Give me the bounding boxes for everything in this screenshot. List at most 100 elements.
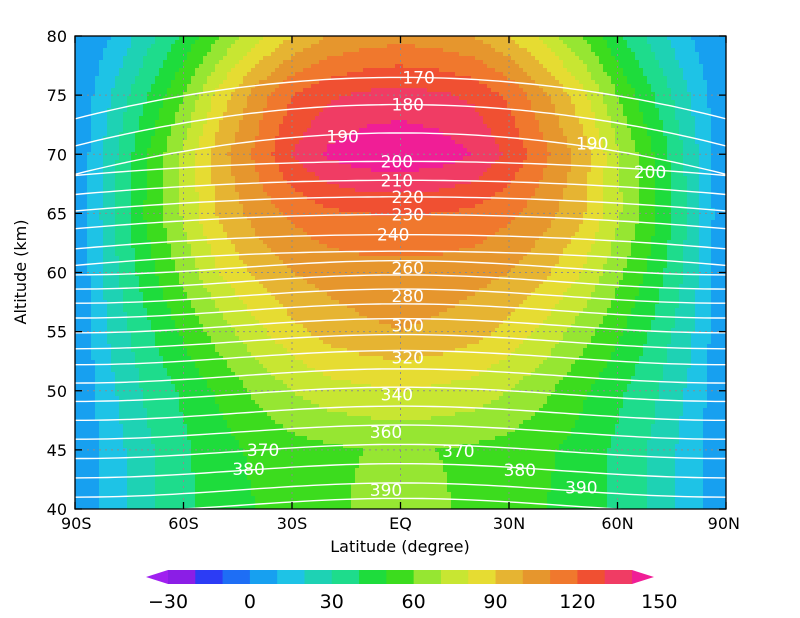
field-cell — [219, 136, 224, 141]
field-cell — [443, 96, 448, 101]
field-cell — [551, 52, 556, 57]
field-cell — [567, 44, 572, 49]
field-cell — [227, 124, 232, 129]
field-cell — [411, 72, 416, 77]
field-cell — [95, 108, 100, 113]
field-cell — [323, 72, 328, 77]
field-cell — [435, 56, 440, 61]
field-cell — [203, 104, 208, 109]
field-cell — [487, 72, 492, 77]
field-cell — [499, 100, 504, 105]
field-cell — [555, 44, 560, 49]
field-cell — [687, 44, 692, 49]
field-cell — [299, 132, 304, 137]
field-cell — [123, 128, 128, 133]
field-cell — [219, 60, 224, 65]
field-cell — [551, 76, 556, 81]
field-cell — [155, 52, 160, 57]
field-cell — [471, 36, 476, 41]
field-cell — [447, 112, 452, 117]
field-cell — [479, 136, 484, 141]
field-cell — [207, 92, 212, 97]
field-cell — [307, 84, 312, 89]
field-cell — [615, 60, 620, 65]
field-cell — [467, 56, 472, 61]
field-cell — [643, 92, 648, 97]
field-cell — [447, 72, 452, 77]
field-cell — [423, 64, 428, 69]
field-cell — [203, 100, 208, 105]
field-cell — [335, 116, 340, 121]
field-cell — [291, 48, 296, 53]
field-cell — [719, 52, 724, 57]
field-cell — [311, 136, 316, 141]
field-cell — [139, 132, 144, 137]
field-cell — [595, 108, 600, 113]
field-cell — [571, 124, 576, 129]
field-cell — [579, 92, 584, 97]
field-cell — [719, 44, 724, 49]
field-cell — [279, 152, 284, 157]
field-cell — [511, 104, 516, 109]
field-cell — [439, 100, 444, 105]
field-cell — [187, 140, 192, 145]
field-cell — [387, 152, 392, 157]
field-cell — [315, 100, 320, 105]
field-cell — [607, 76, 612, 81]
field-cell — [179, 156, 184, 161]
field-cell — [575, 120, 580, 125]
field-cell — [379, 132, 384, 137]
field-cell — [495, 124, 500, 129]
field-cell — [539, 48, 544, 53]
field-cell — [659, 148, 664, 153]
field-cell — [319, 64, 324, 69]
field-cell — [295, 116, 300, 121]
field-cell — [631, 40, 636, 45]
field-cell — [667, 96, 672, 101]
field-cell — [263, 124, 268, 129]
field-cell — [203, 84, 208, 89]
field-cell — [171, 76, 176, 81]
field-cell — [535, 112, 540, 117]
field-cell — [263, 48, 268, 53]
field-cell — [263, 84, 268, 89]
field-cell — [427, 112, 432, 117]
field-cell — [399, 144, 404, 149]
field-cell — [363, 112, 368, 117]
field-cell — [659, 44, 664, 49]
field-cell — [503, 128, 508, 133]
field-cell — [263, 36, 268, 41]
field-cell — [423, 144, 428, 149]
field-cell — [303, 80, 308, 85]
field-cell — [111, 128, 116, 133]
field-cell — [679, 136, 684, 141]
field-cell — [403, 92, 408, 97]
field-cell — [563, 104, 568, 109]
field-cell — [327, 92, 332, 97]
field-cell — [531, 144, 536, 149]
field-cell — [671, 52, 676, 57]
field-cell — [299, 116, 304, 121]
field-cell — [223, 104, 228, 109]
field-cell — [379, 120, 384, 125]
field-cell — [219, 64, 224, 69]
field-cell — [443, 80, 448, 85]
field-cell — [227, 92, 232, 97]
field-cell — [163, 72, 168, 77]
field-cell — [115, 80, 120, 85]
field-cell — [87, 36, 92, 41]
field-cell — [583, 148, 588, 153]
field-cell — [79, 132, 84, 137]
field-cell — [663, 40, 668, 45]
field-cell — [575, 44, 580, 49]
field-cell — [479, 112, 484, 117]
field-cell — [179, 100, 184, 105]
field-cell — [347, 68, 352, 73]
field-cell — [667, 148, 672, 153]
field-cell — [607, 36, 612, 41]
field-cell — [435, 132, 440, 137]
field-cell — [247, 64, 252, 69]
field-cell — [215, 52, 220, 57]
field-cell — [691, 96, 696, 101]
field-cell — [75, 136, 80, 141]
